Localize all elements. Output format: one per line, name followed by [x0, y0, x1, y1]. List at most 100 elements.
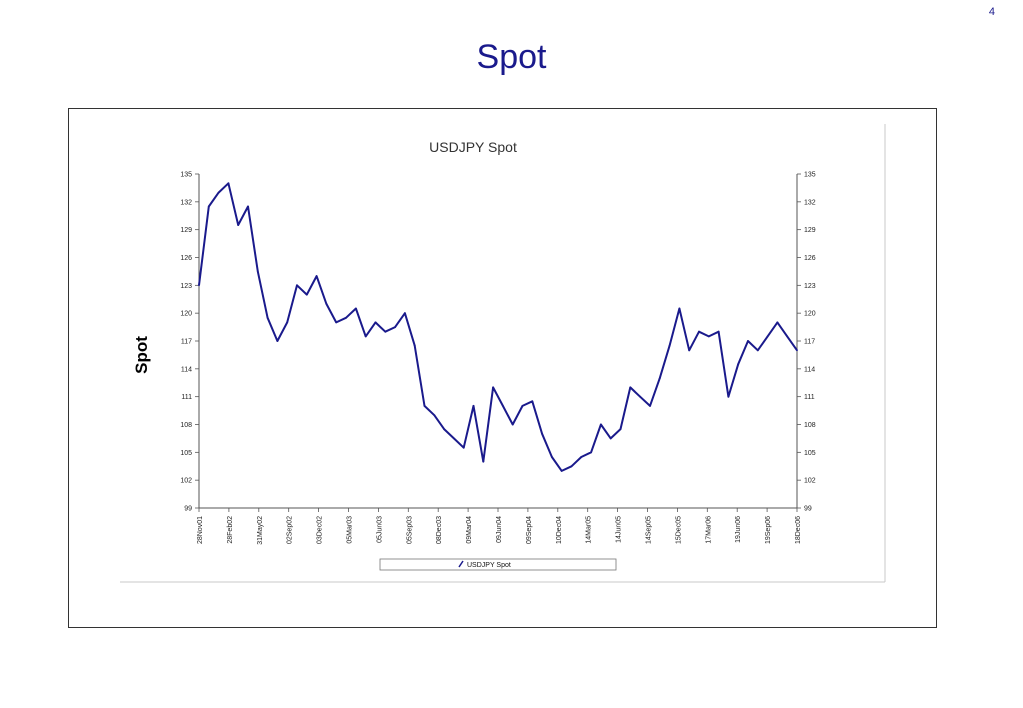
y-tick-label-right: 99: [804, 506, 812, 513]
y-tick-label-left: 102: [180, 478, 192, 485]
series-point: [394, 326, 396, 328]
y-tick-label-right: 126: [804, 255, 816, 262]
y-tick-label-right: 111: [804, 394, 815, 401]
series-point: [198, 284, 200, 287]
series-point: [570, 465, 573, 468]
series-point: [727, 395, 730, 398]
series-point: [531, 400, 534, 403]
series-point: [413, 344, 416, 347]
series-point: [541, 432, 543, 435]
series-point: [649, 405, 651, 407]
series-point: [668, 344, 671, 347]
series-point: [756, 349, 759, 352]
series-point: [609, 437, 612, 440]
y-ticks-left: 99 102 105 108 111 114 117 120 123 126 129 132 135: [180, 172, 199, 513]
y-tick-label-right: 129: [804, 227, 816, 234]
x-ticks: 28Nov01 28Feb02 31May02 02Sep02 03Dec02 05Mar…: [197, 508, 802, 545]
y-tick-label-left: 108: [180, 422, 192, 429]
series-point: [207, 205, 210, 208]
y-tick-label-right: 123: [804, 283, 816, 290]
y-tick-label-left: 129: [180, 227, 192, 234]
series-point: [423, 405, 426, 407]
series-point: [707, 335, 710, 338]
x-tick-label: 05Mar03: [347, 516, 354, 544]
series-point: [639, 395, 641, 398]
x-tick-label: 02Sep02: [287, 516, 294, 544]
y-tick-label-left: 123: [180, 283, 192, 290]
series-point: [796, 349, 798, 352]
legend-label: USDJPY Spot: [467, 562, 511, 569]
series-point: [315, 275, 318, 277]
series-point: [619, 428, 622, 430]
series-point: [237, 224, 240, 226]
y-tick-label-right: 117: [804, 339, 815, 346]
series-point: [502, 405, 504, 407]
x-tick-label: 19Sep06: [765, 516, 772, 544]
series-point: [590, 451, 592, 454]
series-point: [492, 386, 494, 389]
series-point: [384, 330, 387, 333]
series-point: [580, 456, 583, 458]
series-point: [629, 386, 632, 389]
legend-swatch: [458, 560, 464, 568]
series-point: [276, 340, 279, 342]
y-tick-label-left: 111: [181, 394, 192, 401]
series-point: [776, 321, 779, 324]
x-tick-label: 10Dec04: [556, 516, 563, 544]
x-tick-label: 08Dec03: [436, 516, 443, 544]
x-tick-label: 09Jun04: [496, 516, 503, 543]
series-point: [433, 414, 436, 417]
series-point: [286, 321, 289, 324]
series-point: [560, 470, 563, 472]
series-point: [227, 182, 230, 185]
series-point: [482, 460, 485, 463]
x-tick-label: 31May02: [257, 516, 264, 545]
y-tick-label-left: 120: [180, 311, 192, 318]
page-number: 4: [988, 6, 995, 18]
x-tick-label: 17Mar06: [705, 516, 712, 544]
x-tick-label: 14Sep05: [646, 516, 653, 544]
y-tick-label-right: 114: [804, 366, 815, 373]
series-point: [296, 284, 298, 287]
series-point: [355, 307, 357, 310]
chart-title: USDJPY Spot: [429, 139, 517, 155]
y-tick-label-right: 132: [804, 199, 816, 206]
x-tick-label: 28Feb02: [227, 516, 234, 544]
y-tick-label-left: 132: [180, 199, 192, 206]
x-tick-label: 18Dec06: [795, 516, 802, 544]
y-tick-label-left: 105: [180, 450, 192, 457]
y-tick-label-right: 120: [804, 311, 816, 318]
x-tick-label: 03Dec02: [317, 516, 324, 544]
series-point: [511, 423, 514, 426]
series-point: [374, 321, 377, 324]
y-tick-label-right: 105: [804, 450, 816, 457]
y-tick-label-left: 114: [181, 366, 192, 373]
chart-frame: [68, 108, 937, 628]
series-point: [217, 191, 220, 194]
series-point: [521, 405, 524, 407]
series-point: [658, 377, 661, 379]
y-ticks-right: 99 102 105 108 111 114 117 120 123 126 129 132 135: [797, 172, 816, 513]
x-tick-label: 19Jun06: [735, 516, 742, 543]
series-point: [325, 303, 328, 305]
series-point: [345, 316, 347, 319]
series-point: [364, 335, 367, 338]
series-point: [266, 316, 269, 319]
y-tick-label-left: 135: [180, 172, 192, 179]
series-point: [453, 437, 455, 440]
series-points: [198, 182, 798, 472]
series-point: [256, 270, 259, 273]
x-tick-label: 05Sep03: [406, 516, 413, 544]
series-point: [737, 363, 740, 366]
series-point: [247, 205, 249, 208]
series-point: [443, 428, 445, 430]
y-tick-label-right: 135: [804, 172, 816, 179]
y-tick-label-left: 126: [180, 255, 192, 262]
x-tick-label: 09Sep04: [526, 516, 533, 544]
series-point: [678, 307, 681, 310]
x-tick-label: 15Dec05: [675, 516, 682, 544]
series-point: [462, 446, 465, 449]
y-tick-label-right: 102: [804, 478, 816, 485]
series-point: [551, 456, 553, 458]
